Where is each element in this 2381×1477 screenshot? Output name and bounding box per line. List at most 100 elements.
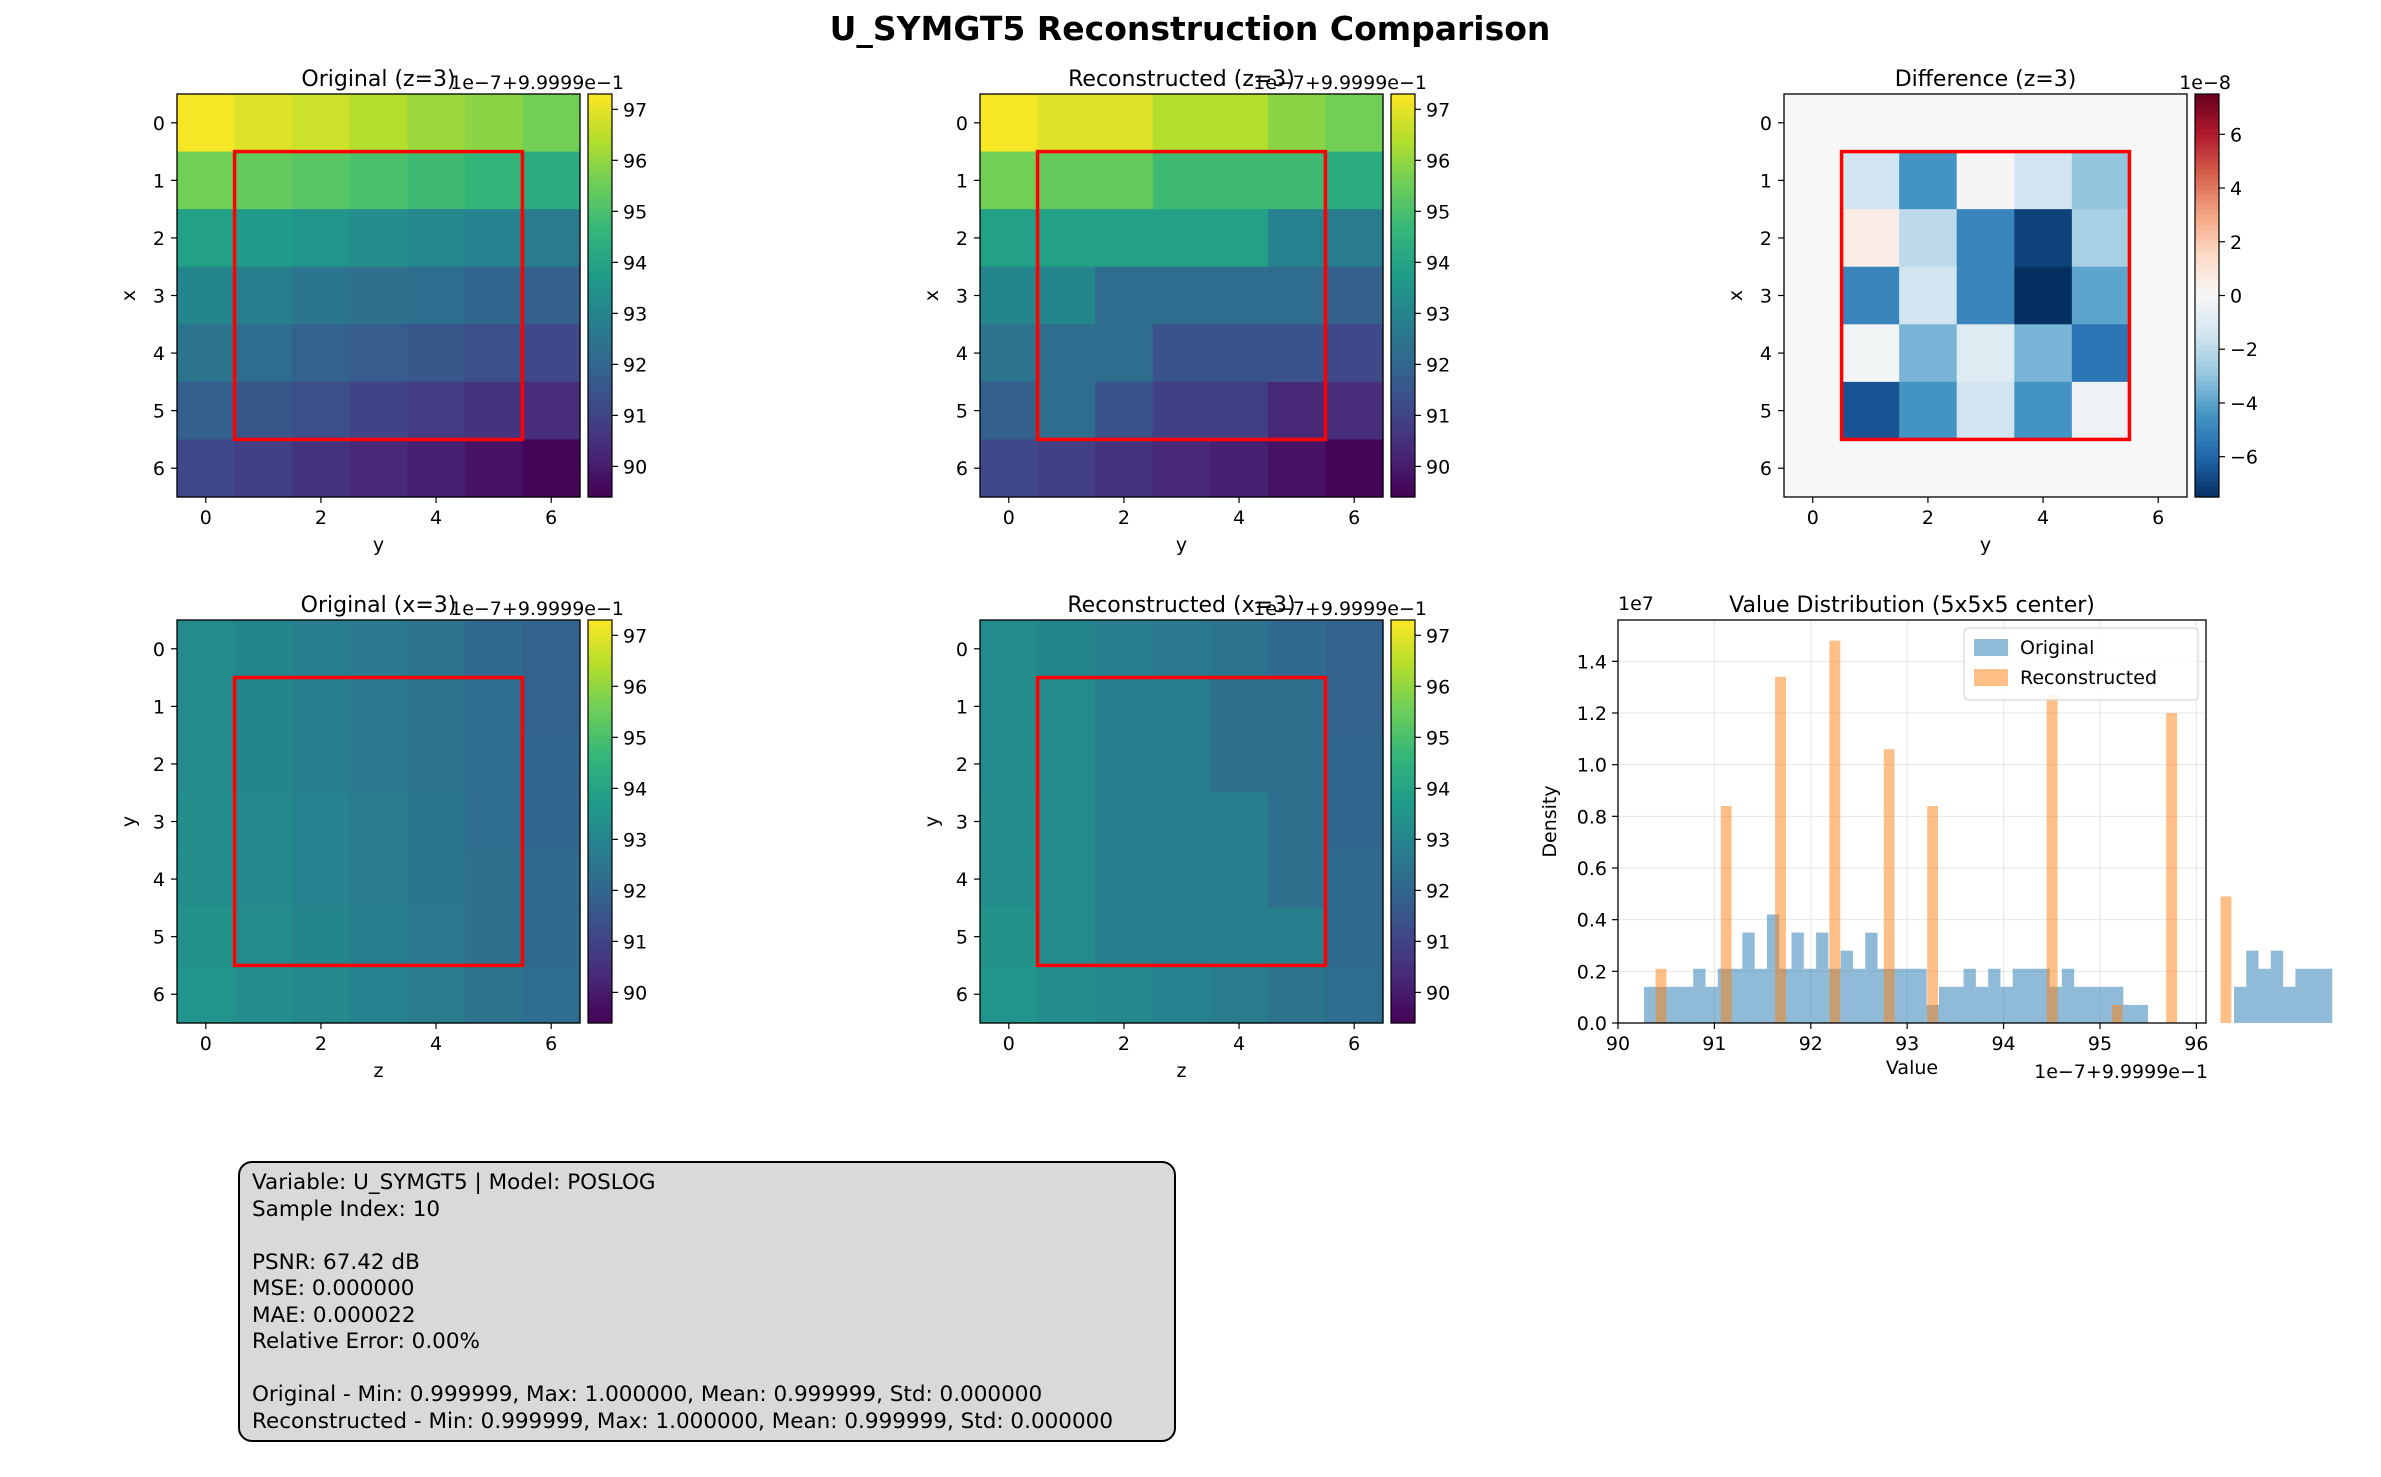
colorbar-frame [1390, 619, 1416, 1024]
colorbar-segment [1391, 876, 1415, 883]
histogram-bar [1803, 968, 1817, 1023]
x-tick-label: 2 [315, 1033, 327, 1055]
colorbar-segment [1391, 846, 1415, 853]
heatmap-cell [349, 151, 408, 210]
heatmap-cell [1037, 209, 1096, 268]
colorbar-segment [588, 846, 612, 853]
colorbar-tick-label: 95 [1426, 201, 1450, 223]
colorbar-segment [2195, 219, 2219, 226]
x-tick-label: 4 [2037, 507, 2049, 529]
colorbar-segment [1391, 350, 1415, 357]
x-tick-label: 4 [430, 1033, 442, 1055]
heatmap-cell [2014, 209, 2073, 268]
heatmap-cell [2071, 94, 2131, 153]
histogram-bar [1775, 676, 1786, 1023]
colorbar-segment [588, 786, 612, 792]
colorbar-segment [1391, 366, 1415, 372]
colorbar-segment [1391, 436, 1415, 443]
colorbar-segment [1391, 396, 1415, 402]
y-axis-label: x [921, 290, 943, 301]
axes-title: Original (z=3) [301, 67, 455, 92]
heatmap-cell [2014, 381, 2073, 441]
colorbar-segment [2195, 456, 2219, 463]
colorbar-segment [588, 179, 612, 186]
histogram-bar [1852, 968, 1866, 1023]
heatmap-cell [1152, 324, 1211, 383]
colorbar-segment [588, 411, 612, 417]
histogram-bar [1914, 968, 1927, 1023]
colorbar-segment [2195, 250, 2219, 256]
heatmap-cell [2129, 324, 2188, 383]
colorbar-segment [1391, 184, 1415, 191]
x-tick-label: 2 [1118, 507, 1130, 529]
heatmap-cell [2014, 151, 2073, 210]
colorbar-tick-label: −4 [2230, 393, 2258, 415]
heatmap-cell [980, 324, 1039, 383]
histogram-bar [2061, 968, 2075, 1023]
colorbar-segment [1391, 250, 1415, 256]
colorbar-segment [1391, 224, 1415, 231]
heatmap-cell [1210, 792, 1269, 851]
colorbar-segment [1391, 962, 1415, 969]
colorbar-segment [588, 655, 612, 661]
heatmap-cell [1267, 94, 1327, 153]
y-tick-label: 4 [956, 869, 968, 891]
colorbar-segment [588, 892, 612, 898]
colorbar-segment [588, 977, 612, 984]
colorbar-segment [1391, 907, 1415, 913]
heatmap-cell [349, 94, 408, 153]
heatmap-cell [407, 620, 466, 679]
colorbar-segment [588, 184, 612, 191]
colorbar-segment [1391, 466, 1415, 473]
colorbar-segment [2195, 330, 2219, 337]
histogram-bar [1938, 986, 1952, 1023]
colorbar-segment [1391, 866, 1415, 873]
colorbar-segment [588, 154, 612, 161]
y-tick-label: 1.0 [1577, 755, 1607, 777]
heatmap-cell [464, 677, 524, 736]
stats-line: Reconstructed - Min: 0.999999, Max: 1.00… [252, 1408, 1114, 1434]
colorbar-segment [2195, 119, 2219, 125]
colorbar-segment [1391, 391, 1415, 397]
y-tick-label: 5 [956, 401, 968, 423]
colorbar-segment [588, 461, 612, 468]
stats-line [252, 1223, 1162, 1250]
y-tick-label: 1.2 [1577, 703, 1607, 725]
heatmap-cell [1152, 965, 1211, 1024]
colorbar-segment [2195, 310, 2219, 317]
colorbar-segment [588, 466, 612, 473]
heatmap-cell [464, 439, 524, 498]
colorbar-segment [2195, 471, 2219, 478]
heatmap-cell [2071, 381, 2131, 441]
colorbar-segment [1391, 295, 1415, 302]
histogram-bar [2258, 968, 2271, 1023]
x-tick-label: 92 [1799, 1033, 1823, 1055]
colorbar-segment [2195, 154, 2219, 161]
colorbar-segment [588, 426, 612, 433]
y-tick-label: 1 [153, 696, 165, 718]
heatmap-cell [1956, 151, 2015, 210]
heatmap-cell [464, 735, 524, 794]
colorbar-segment [588, 660, 612, 666]
heatmap-cell [292, 850, 351, 909]
heatmap-cell [1267, 792, 1327, 851]
heatmap-cell [234, 907, 293, 967]
colorbar-segment [1391, 902, 1415, 908]
colorbar-segment [588, 771, 612, 777]
colorbar-segment [1391, 791, 1415, 797]
heatmap-cell [1899, 94, 1958, 153]
colorbar-tick-label: 95 [623, 727, 647, 749]
heatmap-cell [1037, 792, 1096, 851]
legend-swatch [1974, 639, 2008, 656]
heatmap-cell [1325, 266, 1384, 325]
heatmap-cell [1095, 907, 1154, 967]
colorbar-segment [1391, 625, 1415, 631]
heatmap-cell [2129, 209, 2188, 268]
heatmap-cell [1095, 677, 1154, 736]
heatmap-cell [1037, 735, 1096, 794]
heatmap-cell [1784, 266, 1843, 325]
colorbar-segment [588, 159, 612, 166]
colorbar-segment [1391, 330, 1415, 337]
heatmap-cell [1152, 620, 1211, 679]
heatmap-cell [1899, 209, 1958, 268]
